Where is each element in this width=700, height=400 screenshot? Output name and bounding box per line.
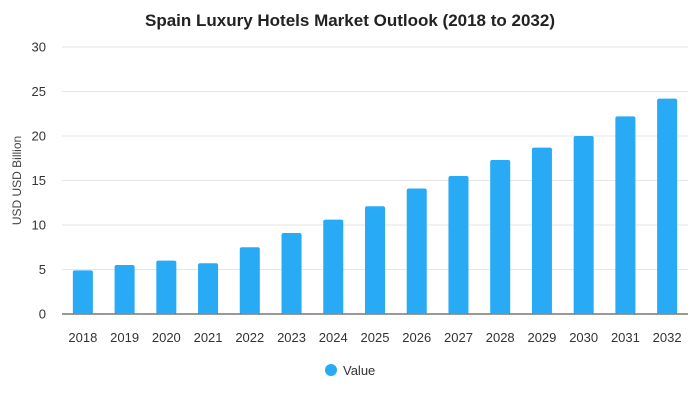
bar-2032[interactable] [657, 98, 678, 315]
y-axis-ticks: 0 5 10 15 20 25 30 [32, 40, 46, 322]
bar-2020[interactable] [156, 260, 177, 314]
bar-2022[interactable] [239, 247, 260, 314]
bar-2019[interactable] [114, 265, 135, 314]
bars [72, 98, 678, 315]
x-tick-label: 2029 [527, 330, 556, 345]
bar-2018[interactable] [72, 270, 93, 314]
bar-2024[interactable] [323, 219, 344, 314]
bar-2021[interactable] [198, 263, 219, 314]
x-tick-label: 2019 [110, 330, 139, 345]
y-tick-label: 25 [32, 84, 46, 99]
legend-label-value: Value [343, 363, 375, 378]
y-tick-label: 20 [32, 129, 46, 144]
bar-2029[interactable] [531, 147, 552, 314]
x-axis-ticks: 2018 2019 2020 2021 2022 2023 2024 2025 2026 2027… [68, 330, 681, 345]
y-axis-label: USD USD Billion [10, 136, 24, 225]
x-tick-label: 2026 [402, 330, 431, 345]
x-tick-label: 2020 [152, 330, 181, 345]
x-tick-label: 2031 [611, 330, 640, 345]
legend[interactable]: Value [325, 363, 375, 378]
chart-title: Spain Luxury Hotels Market Outlook (2018… [145, 11, 555, 30]
y-tick-label: 15 [32, 173, 46, 188]
x-tick-label: 2030 [569, 330, 598, 345]
bar-2031[interactable] [615, 116, 636, 314]
bar-2025[interactable] [364, 206, 386, 314]
bar-2026[interactable] [406, 188, 427, 314]
y-tick-label: 30 [32, 40, 46, 55]
x-tick-label: 2018 [68, 330, 97, 345]
y-tick-label: 0 [39, 307, 46, 322]
x-tick-label: 2024 [319, 330, 348, 345]
y-tick-label: 5 [39, 262, 46, 277]
bar-2027[interactable] [448, 176, 469, 314]
x-tick-label: 2032 [653, 330, 682, 345]
x-tick-label: 2021 [194, 330, 223, 345]
x-tick-label: 2023 [277, 330, 306, 345]
x-tick-label: 2022 [235, 330, 264, 345]
y-tick-label: 10 [32, 218, 46, 233]
x-tick-label: 2025 [361, 330, 390, 345]
legend-swatch-value [325, 364, 337, 376]
bar-2028[interactable] [490, 160, 511, 314]
bar-2030[interactable] [573, 136, 594, 314]
x-tick-label: 2028 [486, 330, 515, 345]
bar-2023[interactable] [281, 233, 302, 314]
x-tick-label: 2027 [444, 330, 473, 345]
